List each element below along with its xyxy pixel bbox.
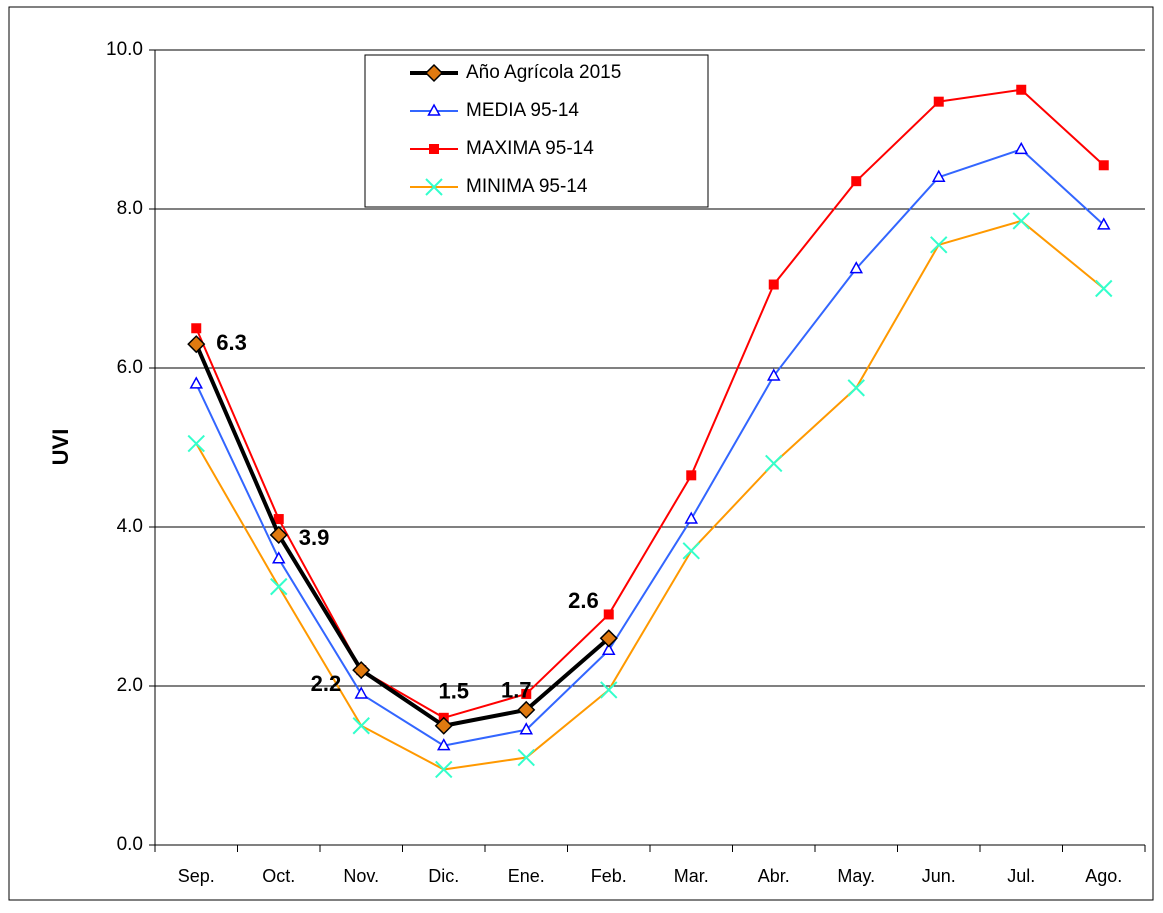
point-marker (684, 511, 699, 524)
x-tick-label: Nov. (343, 866, 379, 886)
legend-label: Año Agrícola 2015 (466, 62, 621, 83)
legend-marker (427, 103, 441, 116)
point-marker (603, 609, 614, 620)
point-marker (270, 577, 288, 596)
x-tick-label: Jul. (1007, 866, 1035, 886)
point-marker (847, 379, 865, 397)
y-tick-label: 0.0 (117, 834, 143, 855)
point-marker (1096, 217, 1111, 230)
point-marker (851, 176, 862, 187)
point-marker (599, 629, 618, 648)
point-marker (189, 376, 204, 389)
y-tick-label: 2.0 (117, 675, 143, 696)
point-marker (435, 760, 453, 779)
data-label: 1.5 (438, 679, 469, 704)
point-marker (601, 642, 616, 655)
series-line (194, 343, 611, 728)
point-marker (191, 323, 202, 334)
x-tick-label: Mar. (674, 866, 709, 886)
y-tick-label: 6.0 (117, 357, 143, 378)
x-tick-label: Ene. (508, 866, 545, 886)
point-marker (766, 368, 781, 381)
point-marker (768, 279, 779, 290)
point-marker (187, 434, 205, 453)
point-marker (1095, 279, 1113, 298)
point-marker (849, 261, 864, 274)
x-tick-label: Oct. (262, 866, 295, 886)
data-label: 2.6 (568, 588, 599, 613)
legend-label: MINIMA 95-14 (466, 176, 588, 197)
point-marker (521, 688, 532, 699)
point-marker (600, 681, 618, 699)
point-marker (187, 335, 206, 354)
point-marker (1012, 212, 1030, 230)
legend-label: MEDIA 95-14 (466, 100, 579, 121)
point-marker (765, 454, 783, 473)
point-marker (434, 716, 453, 735)
x-tick-label: Abr. (758, 866, 790, 886)
data-label: 1.7 (501, 678, 532, 703)
point-marker (436, 738, 451, 751)
data-label: 6.3 (216, 330, 247, 355)
point-marker (354, 686, 369, 699)
y-tick-label: 10.0 (106, 39, 143, 60)
point-marker (1014, 141, 1029, 155)
point-marker (269, 525, 288, 545)
point-marker (1016, 84, 1027, 95)
x-tick-label: Dic. (428, 866, 459, 886)
point-marker (682, 542, 700, 560)
point-marker (271, 551, 286, 564)
point-marker (519, 722, 534, 735)
data-label: 3.9 (299, 525, 330, 550)
x-tick-label: Jun. (922, 866, 956, 886)
point-marker (517, 700, 536, 719)
point-marker (352, 661, 371, 680)
x-tick-label: Feb. (591, 866, 627, 886)
y-tick-label: 4.0 (117, 516, 143, 537)
point-marker (930, 236, 948, 254)
legend-marker (429, 144, 439, 154)
point-marker (352, 717, 370, 735)
legend-marker (425, 178, 443, 196)
series-line (195, 148, 1105, 747)
y-tick-label: 8.0 (117, 198, 143, 219)
point-marker (933, 96, 944, 107)
y-axis-label: UVI (48, 429, 73, 466)
x-tick-label: Sep. (178, 866, 215, 886)
point-marker (517, 748, 535, 767)
point-marker (931, 169, 946, 182)
legend-marker (424, 63, 444, 83)
point-marker (1098, 160, 1109, 171)
series-line (195, 219, 1105, 771)
x-tick-label: May. (837, 866, 875, 886)
point-marker (686, 470, 697, 481)
point-marker (273, 514, 284, 525)
legend-label: MAXIMA 95-14 (466, 138, 594, 159)
x-tick-label: Ago. (1085, 866, 1122, 886)
data-label: 2.2 (311, 671, 342, 696)
legend-box (364, 54, 709, 208)
